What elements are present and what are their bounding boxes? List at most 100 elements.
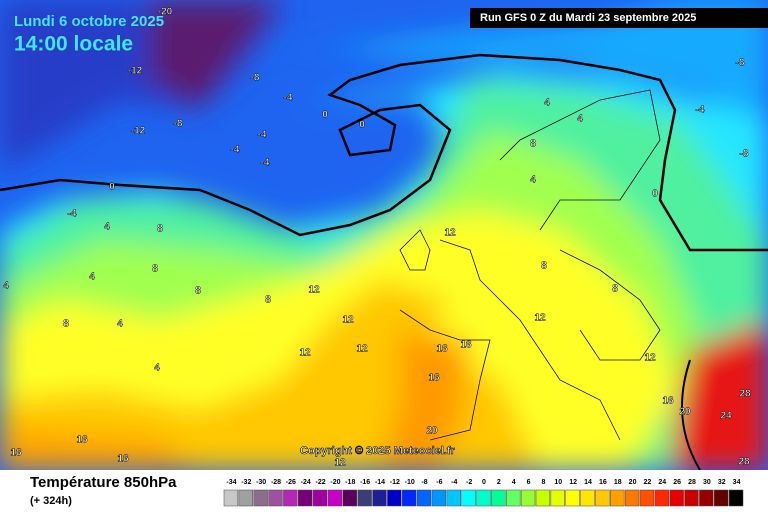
contour-label: 16 — [436, 344, 448, 355]
legend-label: -22 — [316, 479, 326, 486]
legend-swatch — [312, 489, 328, 507]
legend-swatch — [446, 489, 461, 507]
contour-label: 4 — [577, 114, 583, 125]
legend-label: -30 — [256, 479, 266, 486]
footer-title: Température 850hPa — [30, 474, 177, 491]
contour-label: 28 — [738, 457, 750, 468]
contour-label: 12 — [342, 315, 354, 326]
contour-label: 16 — [460, 340, 472, 351]
legend-swatch — [416, 489, 432, 507]
contour-label: 8 — [612, 284, 618, 295]
legend-label: -18 — [345, 479, 355, 486]
legend-label: -28 — [271, 479, 281, 486]
legend-label: 0 — [482, 479, 486, 486]
legend-swatch — [253, 489, 268, 507]
legend-swatch — [461, 489, 476, 507]
legend-label: 24 — [658, 479, 666, 486]
contour-label: 12 — [299, 348, 311, 359]
legend-swatch — [223, 489, 239, 507]
legend-swatch — [506, 489, 521, 507]
contour-label: 16 — [76, 435, 88, 446]
contour-label: 4 — [3, 281, 9, 292]
contour-label: 16 — [117, 454, 129, 465]
contour-label: 12 — [356, 344, 368, 355]
legend-swatch — [327, 489, 343, 507]
contour-label: 12 — [644, 353, 656, 364]
legend-swatch — [520, 489, 536, 507]
legend-label: 32 — [718, 479, 726, 486]
run-label: Run GFS 0 Z du Mardi 23 septembre 2025 — [480, 12, 696, 24]
contour-label: -4 — [696, 105, 705, 116]
legend-label: -16 — [360, 479, 370, 486]
contour-label: 0 — [109, 182, 115, 193]
legend-swatch — [624, 489, 640, 507]
legend-label: 14 — [584, 479, 592, 486]
legend-swatch — [669, 489, 684, 507]
legend-label: 4 — [512, 479, 516, 486]
contour-label: 4 — [104, 222, 110, 233]
legend-label: -2 — [466, 479, 472, 486]
legend-swatch — [565, 489, 580, 507]
contour-label: 4 — [544, 98, 550, 109]
legend-label: 26 — [673, 479, 681, 486]
legend-swatch — [431, 489, 447, 507]
legend-label: -10 — [405, 479, 415, 486]
contour-label: -4 — [68, 209, 77, 220]
contour-label: 16 — [662, 396, 674, 407]
legend-swatch — [654, 489, 669, 507]
contour-label: 8 — [265, 295, 271, 306]
contour-label: 4 — [530, 175, 536, 186]
legend-label: -12 — [390, 479, 400, 486]
legend-swatch — [639, 489, 655, 507]
contour-label: 28 — [739, 389, 751, 400]
time-label: 14:00 locale — [14, 33, 133, 56]
contour-label: -8 — [251, 73, 260, 84]
contour-label: 12 — [534, 313, 546, 324]
contour-label: 4 — [154, 363, 160, 374]
copyright: Copyright © 2025 Meteociel.fr — [300, 445, 456, 457]
contour-label: -8 — [174, 119, 183, 130]
contour-label: -4 — [261, 158, 270, 169]
legend-label: 12 — [569, 479, 577, 486]
legend-label: 34 — [733, 479, 741, 486]
legend-label: 2 — [497, 479, 501, 486]
contour-label: 12 — [308, 285, 320, 296]
legend-label: -8 — [421, 479, 427, 486]
contour-label: -4 — [231, 145, 240, 156]
contour-label: 0 — [322, 110, 328, 121]
legend-swatch — [342, 489, 357, 507]
contour-label: 8 — [195, 286, 201, 297]
legend-label: 18 — [614, 479, 622, 486]
contour-label: -4 — [284, 93, 293, 104]
legend-swatch — [535, 489, 551, 507]
legend-label: 20 — [629, 479, 637, 486]
legend-label: 10 — [554, 479, 562, 486]
contour-label: 12 — [444, 228, 456, 239]
legend-swatch — [550, 489, 565, 507]
legend-swatch — [610, 489, 625, 507]
legend-swatch — [268, 489, 283, 507]
legend-swatch — [372, 489, 387, 507]
contour-label: -12 — [128, 66, 143, 77]
legend-swatch — [714, 489, 729, 507]
legend-label: -20 — [330, 479, 340, 486]
run-box — [470, 8, 768, 28]
legend-swatch — [728, 489, 744, 507]
legend-label: -32 — [241, 479, 251, 486]
contour-label: 4 — [89, 272, 95, 283]
legend-swatch — [580, 489, 595, 507]
legend-label: 30 — [703, 479, 711, 486]
legend-label: -34 — [226, 479, 236, 486]
legend-swatch — [387, 489, 402, 507]
contour-label: -8 — [740, 149, 749, 160]
legend-label: 8 — [541, 479, 545, 486]
contour-label: 0 — [359, 120, 365, 131]
contour-label: 20 — [426, 426, 438, 437]
contour-label: 4 — [117, 319, 123, 330]
contour-label: 8 — [152, 264, 158, 275]
legend-swatch — [491, 489, 506, 507]
legend-label: 6 — [527, 479, 531, 486]
contour-label: -12 — [131, 126, 146, 137]
contour-label: 8 — [530, 139, 536, 150]
